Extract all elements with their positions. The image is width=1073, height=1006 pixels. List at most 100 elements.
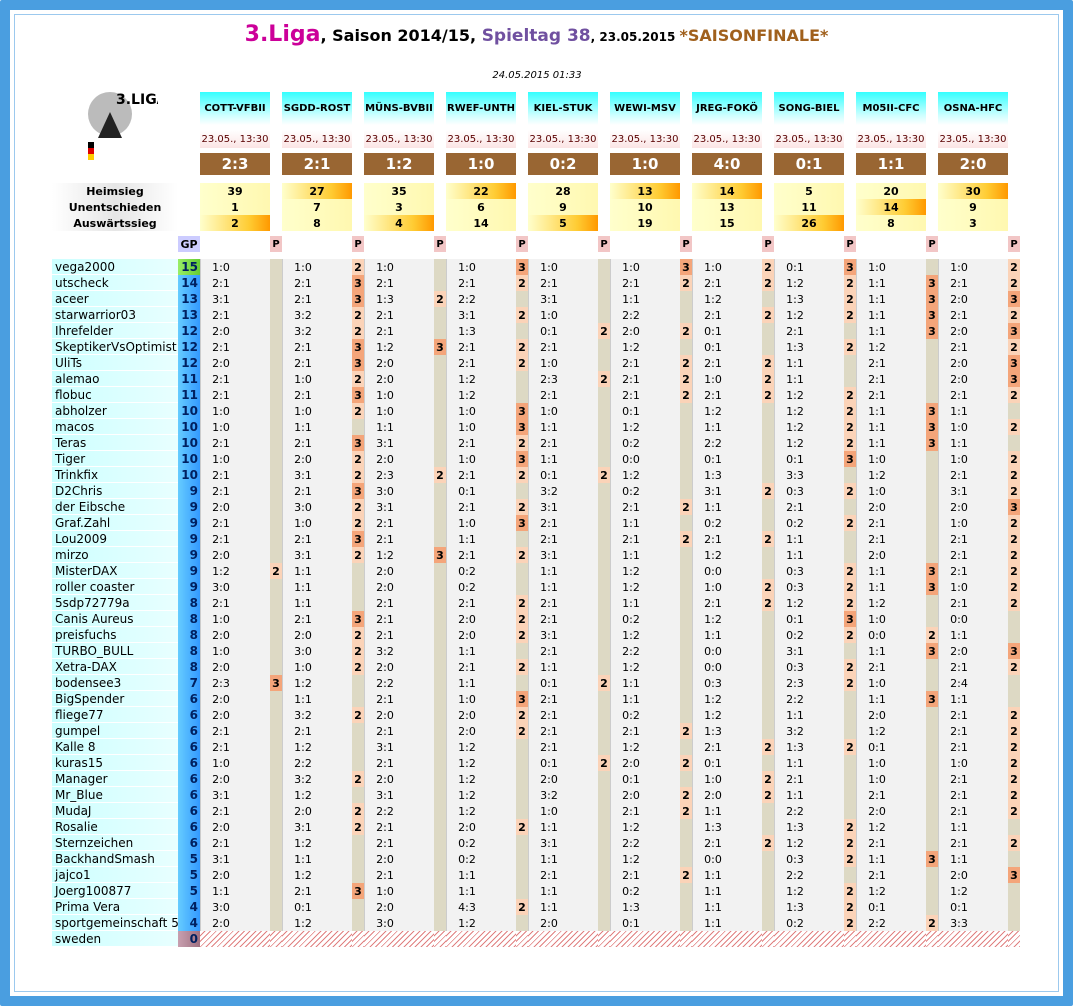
- player-name: vega2000: [52, 259, 178, 275]
- pick: 2:1: [294, 484, 312, 498]
- pick: 1:1: [868, 404, 886, 418]
- pick: 1:2: [704, 292, 722, 306]
- pick: 3:1: [376, 740, 394, 754]
- pick: 2:1: [294, 532, 312, 546]
- empty-points: [762, 931, 774, 947]
- pick: 2:0: [950, 292, 968, 306]
- empty-pick: [692, 931, 762, 947]
- pick-column: [610, 259, 680, 947]
- pick: 1:0: [212, 612, 230, 626]
- points: 3: [352, 435, 364, 451]
- player-gp: 10: [178, 451, 200, 467]
- pick: 2:1: [622, 500, 640, 514]
- points: 2: [516, 307, 528, 323]
- pick: 2:1: [540, 724, 558, 738]
- empty-pick: [282, 931, 352, 947]
- pick: 2:0: [212, 868, 230, 882]
- pick: 1:1: [540, 660, 558, 674]
- p-header: P: [844, 236, 856, 252]
- pick: 2:0: [458, 708, 476, 722]
- points: 2: [352, 707, 364, 723]
- points: 2: [352, 499, 364, 515]
- match-stat: 7: [282, 199, 352, 215]
- player-gp: 8: [178, 659, 200, 675]
- pick: 0:3: [786, 660, 804, 674]
- points: 2: [844, 483, 856, 499]
- player-name: Mr_Blue: [52, 787, 178, 803]
- pick: 1:1: [704, 804, 722, 818]
- pick: 2:1: [868, 660, 886, 674]
- pick: 2:1: [212, 836, 230, 850]
- player-name: Lou2009: [52, 531, 178, 547]
- pick: 2:1: [376, 596, 394, 610]
- pick: 1:0: [868, 452, 886, 466]
- pick: 2:1: [458, 500, 476, 514]
- player-gp: 9: [178, 531, 200, 547]
- points: 2: [1008, 275, 1020, 291]
- pick: 2:1: [294, 340, 312, 354]
- points: 3: [926, 851, 938, 867]
- pick: 2:1: [950, 340, 968, 354]
- pick: 2:0: [950, 500, 968, 514]
- pick: 3:1: [540, 628, 558, 642]
- pick: 2:0: [540, 916, 558, 930]
- points: 3: [352, 387, 364, 403]
- pick: 0:2: [622, 436, 640, 450]
- pick: 2:1: [294, 276, 312, 290]
- pick: 2:1: [704, 388, 722, 402]
- player-name: BackhandSmash: [52, 851, 178, 867]
- points: 2: [434, 291, 446, 307]
- pick: 2:1: [622, 804, 640, 818]
- points-column: [598, 259, 610, 947]
- points: 2: [598, 323, 610, 339]
- points: 2: [352, 643, 364, 659]
- pick: 1:0: [540, 404, 558, 418]
- player-name: MudaJ: [52, 803, 178, 819]
- pick: 0:2: [458, 852, 476, 866]
- pick: 2:2: [786, 692, 804, 706]
- points: 2: [516, 899, 528, 915]
- pick: 1:0: [704, 772, 722, 786]
- points: 2: [352, 515, 364, 531]
- pick: 2:1: [950, 308, 968, 322]
- points: 3: [1008, 355, 1020, 371]
- pick: 1:0: [376, 388, 394, 402]
- pick: 0:1: [540, 756, 558, 770]
- match-result: 1:0: [610, 153, 680, 175]
- pick: 1:1: [950, 628, 968, 642]
- pick: 1:1: [622, 676, 640, 690]
- player-name: Ihrefelder: [52, 323, 178, 339]
- match-date: 23.05., 13:30: [774, 130, 844, 148]
- pick: 2:1: [868, 372, 886, 386]
- pick: 1:0: [950, 452, 968, 466]
- pick: 2:0: [294, 804, 312, 818]
- pick: 3:0: [376, 484, 394, 498]
- pick: 1:2: [622, 628, 640, 642]
- points: 2: [844, 387, 856, 403]
- pick: 1:1: [950, 692, 968, 706]
- points: 2: [762, 355, 774, 371]
- pick: 2:1: [376, 820, 394, 834]
- points: 2: [1008, 307, 1020, 323]
- pick: 1:2: [868, 468, 886, 482]
- pick: 1:1: [950, 436, 968, 450]
- points-column: [270, 259, 282, 947]
- points: 2: [844, 275, 856, 291]
- match-stat: 26: [774, 215, 844, 231]
- pick: 2:1: [704, 836, 722, 850]
- pick: 3:1: [294, 548, 312, 562]
- pick: 1:0: [704, 580, 722, 594]
- pick: 1:1: [868, 644, 886, 658]
- pick: 1:2: [786, 596, 804, 610]
- player-gp: 13: [178, 291, 200, 307]
- points: 2: [762, 595, 774, 611]
- pick: 1:2: [458, 788, 476, 802]
- pick: 1:0: [868, 612, 886, 626]
- points: 3: [352, 339, 364, 355]
- points: 2: [434, 467, 446, 483]
- player-gp: 6: [178, 787, 200, 803]
- pick: 3:0: [212, 580, 230, 594]
- points: 2: [680, 355, 692, 371]
- pick: 1:0: [868, 772, 886, 786]
- points: 2: [352, 771, 364, 787]
